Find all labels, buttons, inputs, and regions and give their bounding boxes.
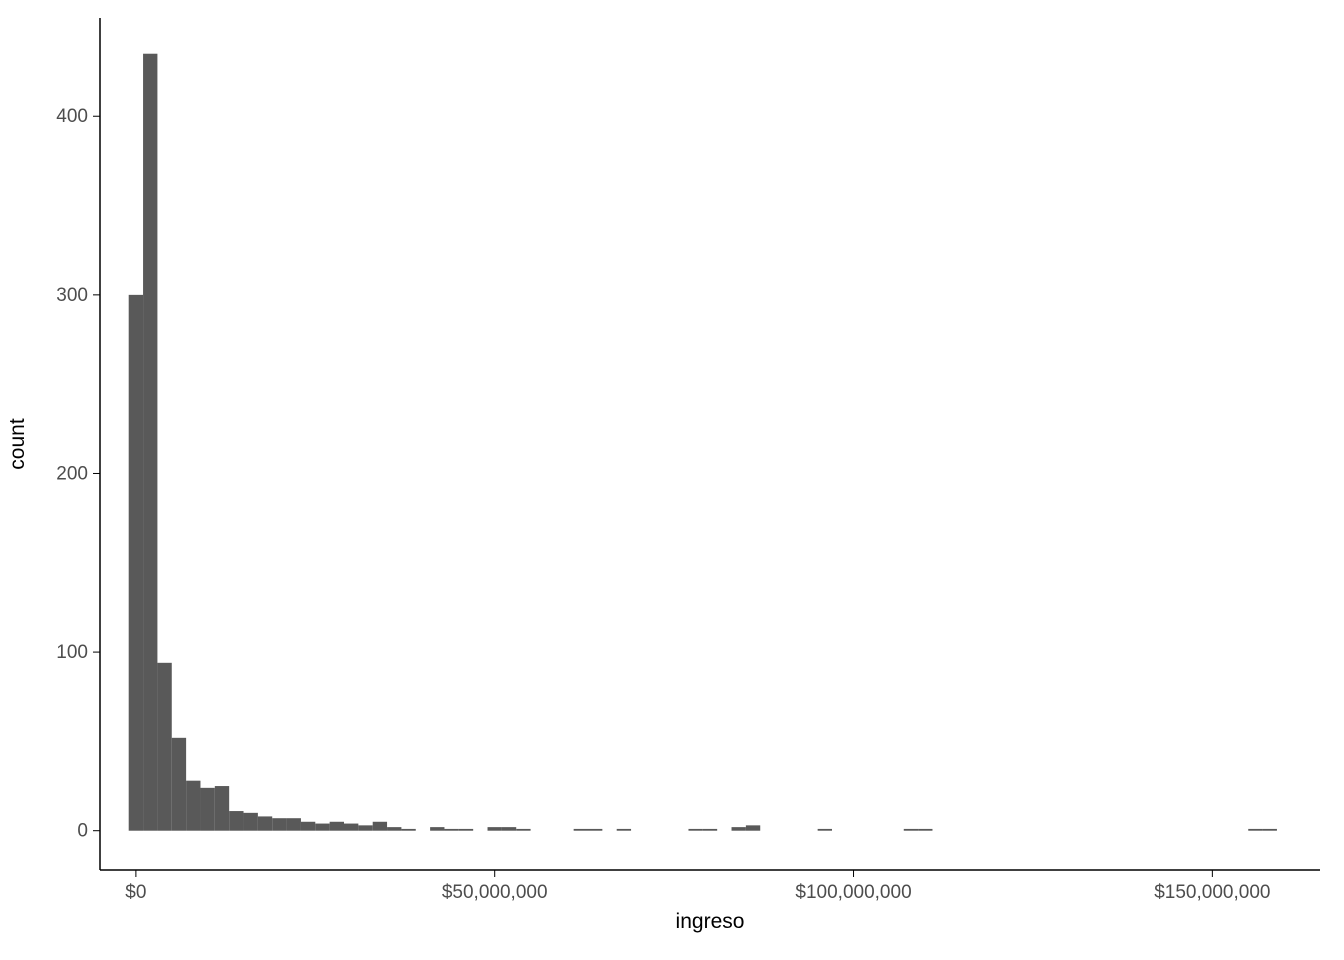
histogram-bar	[459, 829, 473, 831]
histogram-bar	[315, 824, 329, 831]
histogram-bar	[330, 822, 344, 831]
histogram-bar	[157, 663, 171, 831]
histogram-bar	[430, 827, 444, 831]
x-tick-label: $0	[125, 882, 146, 903]
histogram-bar	[1248, 829, 1262, 831]
x-axis-title: ingreso	[676, 910, 745, 933]
histogram-bar	[129, 295, 143, 831]
y-tick-label: 0	[77, 821, 88, 842]
x-tick-label: $50,000,000	[442, 882, 548, 903]
histogram-bar	[258, 816, 272, 830]
histogram-bar	[746, 825, 760, 830]
histogram-bar	[401, 829, 415, 831]
y-tick-label: 100	[56, 642, 88, 663]
histogram-bar	[574, 829, 588, 831]
y-tick-label: 400	[56, 106, 88, 127]
histogram-bar	[244, 813, 258, 831]
x-tick-label: $150,000,000	[1154, 882, 1270, 903]
histogram-bar	[918, 829, 932, 831]
histogram-bar	[688, 829, 702, 831]
histogram-bar	[358, 825, 372, 830]
histogram-chart: $0 $50,000,000 $100,000,000 $150,000,000 0 10…	[0, 0, 1344, 960]
histogram-bar	[588, 829, 602, 831]
histogram-bar	[301, 822, 315, 831]
histogram-bar	[229, 811, 243, 831]
histogram-bar	[344, 824, 358, 831]
histogram-bar	[444, 829, 458, 831]
chart-svg: $0 $50,000,000 $100,000,000 $150,000,000 0 10…	[0, 0, 1344, 960]
histogram-bar	[172, 738, 186, 831]
histogram-bar	[272, 818, 286, 831]
histogram-bar	[215, 786, 229, 831]
x-tick-label: $100,000,000	[795, 882, 911, 903]
y-tick-label: 200	[56, 463, 88, 484]
histogram-bar	[186, 781, 200, 831]
histogram-bar	[1263, 829, 1277, 831]
histogram-bar	[818, 829, 832, 831]
histogram-bar	[703, 829, 717, 831]
histogram-bar	[516, 829, 530, 831]
histogram-bar	[617, 829, 631, 831]
histogram-bar	[287, 818, 301, 831]
histogram-bar	[488, 827, 502, 831]
histogram-bar	[143, 54, 157, 831]
histogram-bar	[373, 822, 387, 831]
histogram-bar	[200, 788, 214, 831]
histogram-bar	[732, 827, 746, 831]
y-axis-title: count	[6, 418, 29, 470]
histogram-bar	[387, 827, 401, 831]
y-tick-label: 300	[56, 285, 88, 306]
histogram-bar	[904, 829, 918, 831]
histogram-bar	[502, 827, 516, 831]
